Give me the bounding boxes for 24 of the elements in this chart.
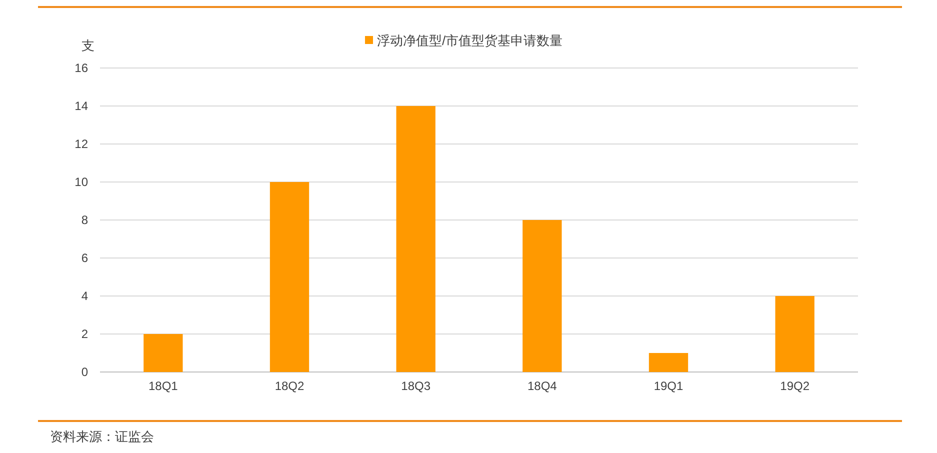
y-axis-title: 支 — [82, 38, 94, 53]
bar — [648, 353, 688, 372]
bar — [775, 296, 814, 372]
x-tick-label: 18Q4 — [527, 379, 558, 393]
y-tick-label: 10 — [74, 175, 88, 189]
y-tick-label: 4 — [81, 289, 88, 303]
x-tick-label: 18Q3 — [401, 379, 431, 393]
y-tick-label: 8 — [81, 213, 88, 227]
bar — [522, 220, 562, 372]
bar — [270, 182, 310, 372]
legend-label: 浮动净值型/市值型货基申请数量 — [377, 33, 563, 48]
x-tick-label: 19Q1 — [654, 379, 684, 393]
y-tick-label: 12 — [74, 137, 88, 151]
text: 资料来源：证监会 — [50, 429, 154, 444]
y-tick-label: 14 — [74, 99, 88, 113]
x-tick-label: 18Q2 — [274, 379, 304, 393]
y-tick-label: 6 — [81, 251, 88, 265]
y-tick-label: 0 — [81, 365, 88, 379]
x-tick-label: 19Q2 — [780, 379, 810, 393]
bar — [144, 334, 183, 372]
bar — [396, 106, 436, 372]
y-tick-label: 2 — [81, 327, 88, 341]
x-tick-label: 18Q1 — [148, 379, 178, 393]
y-tick-label: 16 — [74, 61, 88, 75]
